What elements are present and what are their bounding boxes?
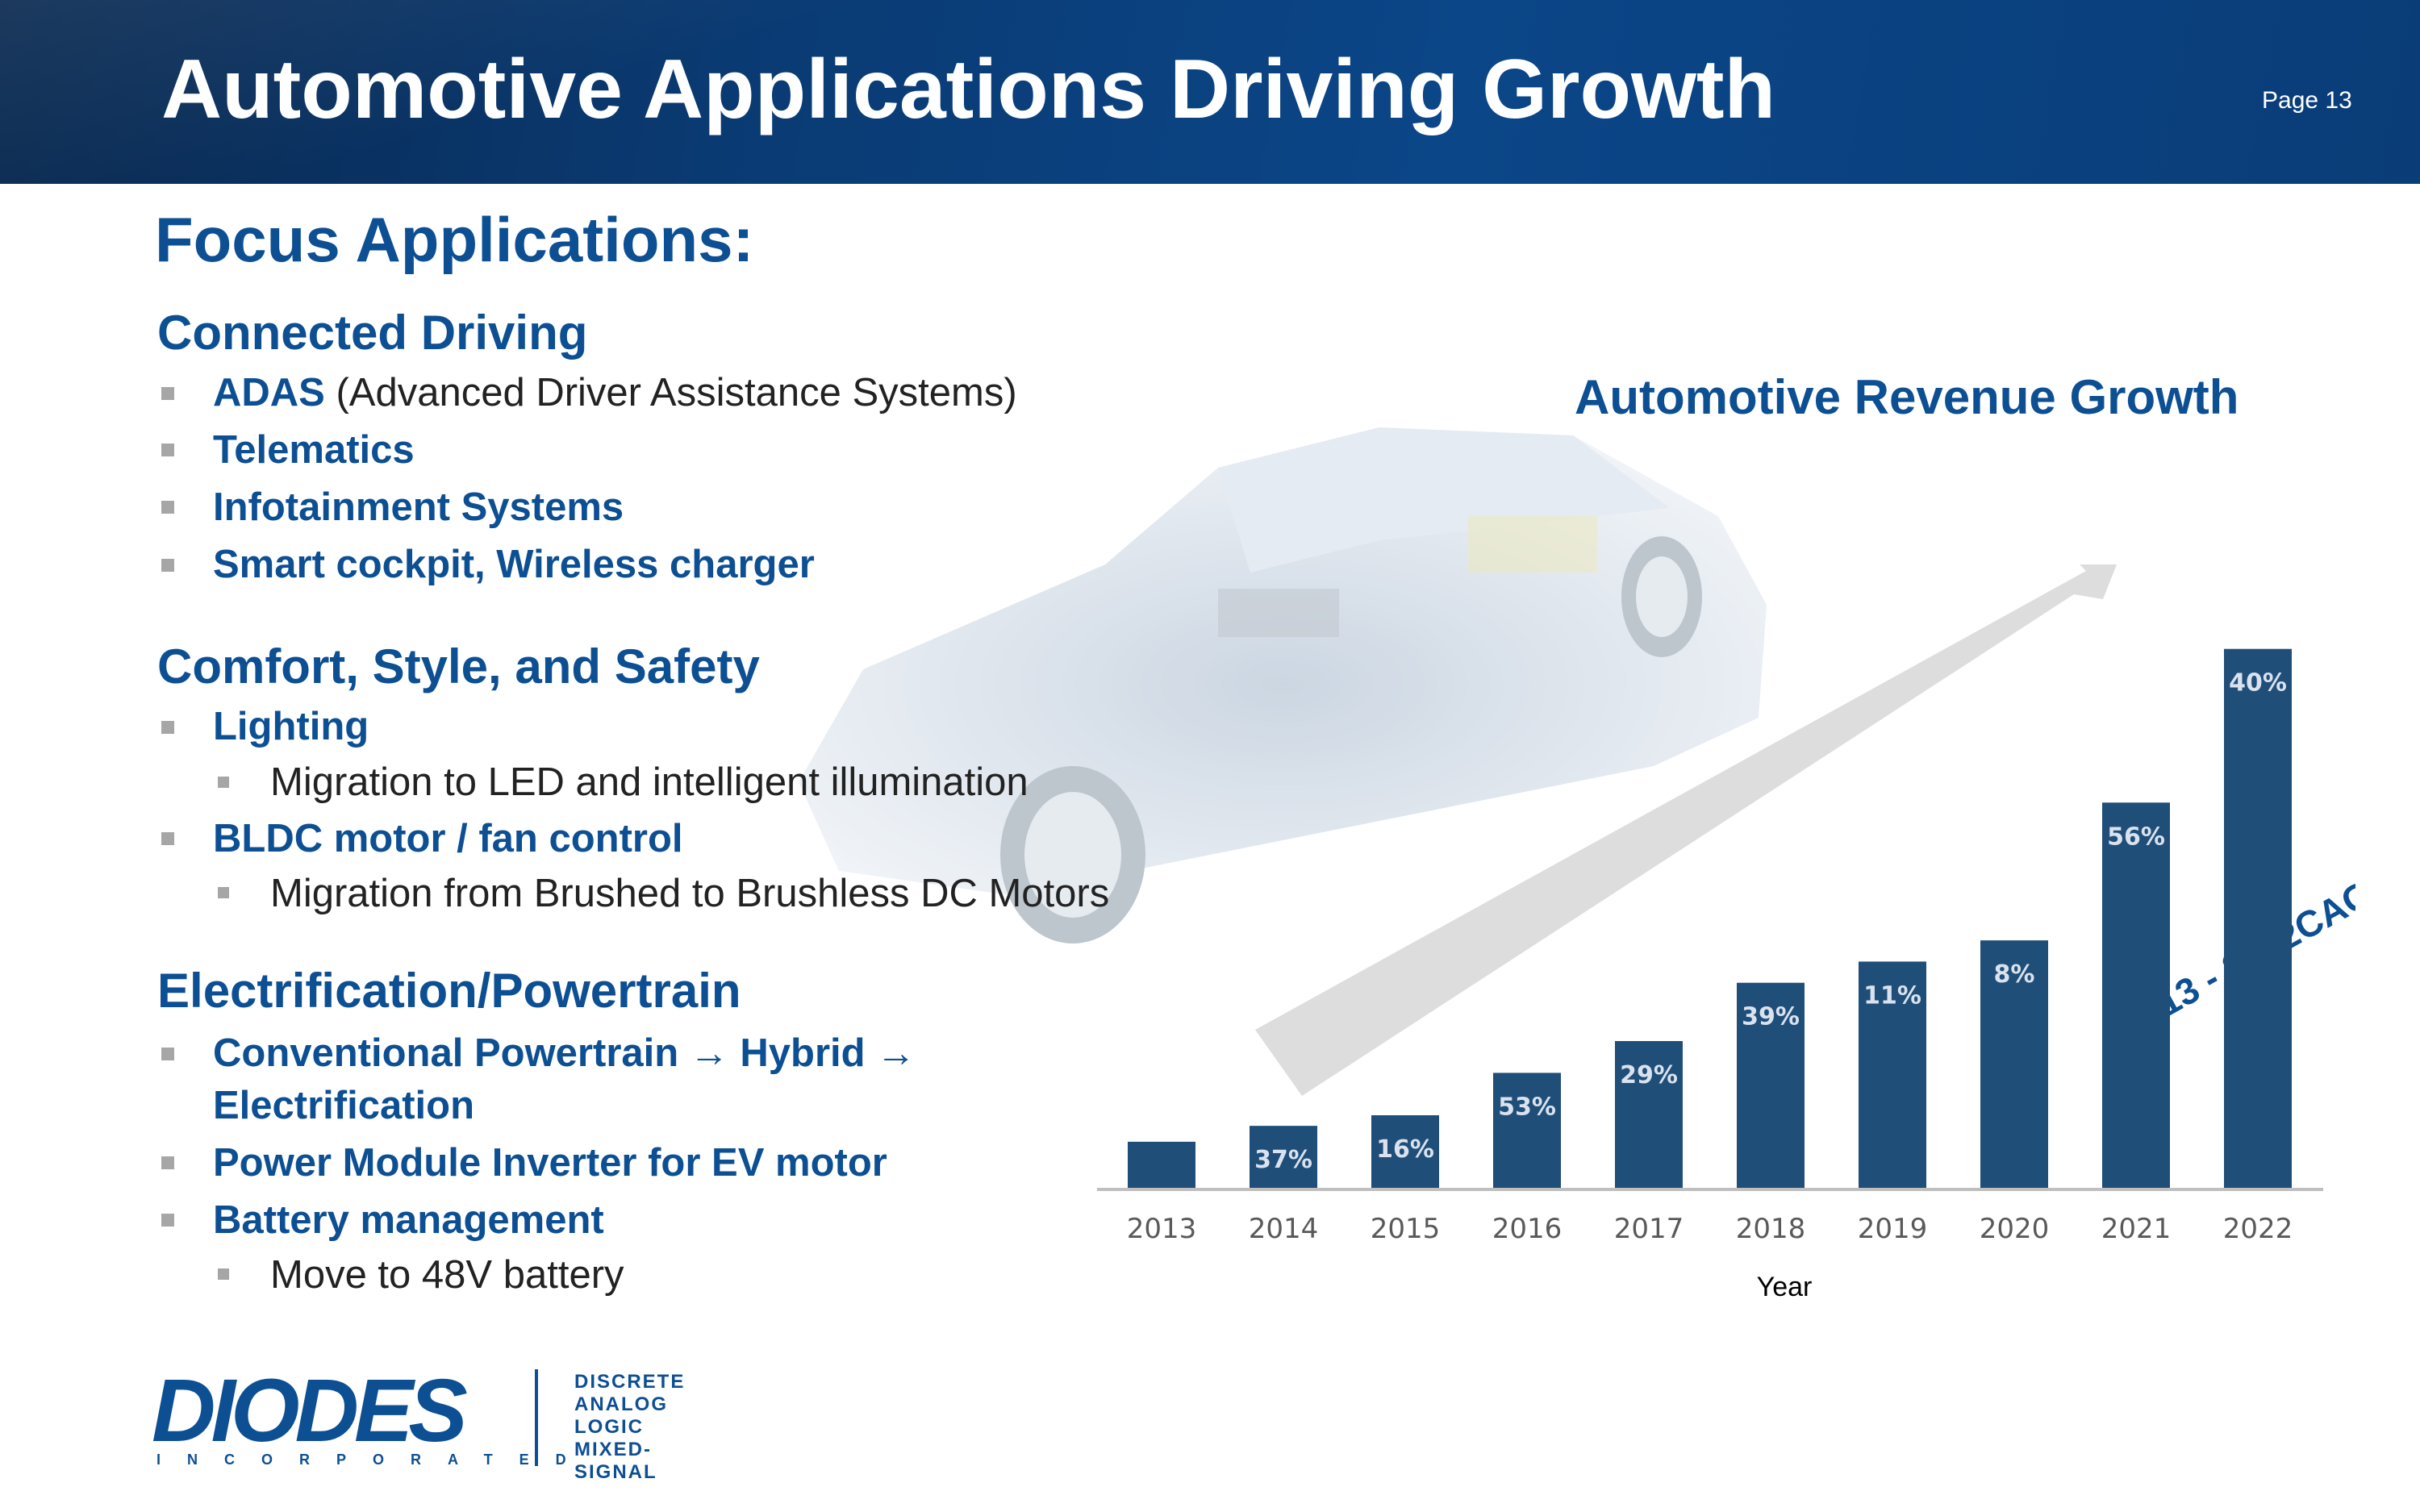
x-tick-2013: 2013 <box>1127 1213 1197 1245</box>
bar-label-2018: 39% <box>1742 1003 1800 1031</box>
bullet-icon <box>218 887 229 898</box>
bullet-icon <box>161 721 174 734</box>
logo-tag: ANALOG <box>574 1393 668 1415</box>
section-comfort-style-safety: Comfort, Style, and Safety <box>157 639 760 694</box>
header-banner: Automotive Applications Driving Growth P… <box>0 0 2420 184</box>
item-telematics: Telematics <box>213 428 415 472</box>
item-smart-cockpit: Smart cockpit, Wireless charger <box>213 543 815 586</box>
item-powertrain-line2: Electrification <box>213 1084 475 1127</box>
bar-2021 <box>2102 802 2170 1189</box>
x-tick-2017: 2017 <box>1614 1213 1684 1245</box>
logo-tags: DISCRETE ANALOG LOGIC MIXED-SIGNAL <box>574 1371 685 1484</box>
logo-subtitle: INCORPORATED <box>156 1452 593 1468</box>
bullet-icon <box>161 444 174 456</box>
item-lighting: Lighting <box>213 705 369 748</box>
bar-2015 <box>1371 1115 1439 1189</box>
bar-2022 <box>2224 648 2292 1189</box>
bar-2019 <box>1859 961 1926 1189</box>
bullet-icon <box>218 777 229 788</box>
bar-label-2017: 29% <box>1620 1061 1678 1089</box>
bullet-icon <box>218 1268 229 1280</box>
slide-title: Automotive Applications Driving Growth <box>161 43 1776 136</box>
revenue-growth-chart: 2013 - 2022CAGR: 31% 37%16%53%29%39%11%8… <box>1097 564 2355 1302</box>
x-axis-label: Year <box>1757 1272 1813 1302</box>
x-tick-2019: 2019 <box>1858 1213 1928 1245</box>
bullet-icon <box>161 501 174 514</box>
bar-label-2019: 11% <box>1863 981 1921 1010</box>
x-tick-2015: 2015 <box>1371 1213 1441 1245</box>
x-tick-2016: 2016 <box>1492 1213 1563 1245</box>
item-powertrain-line1: Conventional Powertrain → Hybrid → <box>213 1031 916 1075</box>
item-lighting-sub: Migration to LED and intelligent illumin… <box>270 760 1028 804</box>
x-tick-2020: 2020 <box>1980 1213 2050 1245</box>
focus-applications-heading: Focus Applications: <box>155 204 754 275</box>
section-electrification-powertrain: Electrification/Powertrain <box>157 964 741 1018</box>
item-bldc-sub: Migration from Brushed to Brushless DC M… <box>270 872 1110 915</box>
bar-2017 <box>1615 1041 1683 1189</box>
chart-title: Automotive Revenue Growth <box>1575 370 2239 424</box>
bar-label-2016: 53% <box>1498 1093 1556 1121</box>
logo-wordmark: DIODES <box>152 1361 468 1460</box>
bar-label-2014: 37% <box>1254 1146 1312 1174</box>
bullet-icon <box>161 559 174 572</box>
item-battery: Battery management <box>213 1198 604 1242</box>
bar-label-2020: 8% <box>1994 960 2035 989</box>
item-bldc: BLDC motor / fan control <box>213 817 683 860</box>
car-illustration <box>799 427 1767 943</box>
bar-2016 <box>1493 1073 1561 1189</box>
page-number: Page 13 <box>2262 87 2352 114</box>
bar-label-2015: 16% <box>1376 1135 1434 1164</box>
logo-divider <box>535 1369 538 1466</box>
item-adas-description: (Advanced Driver Assistance Systems) <box>324 371 1017 414</box>
bar-2014 <box>1250 1126 1317 1189</box>
bullet-icon <box>161 832 174 845</box>
logo-tag: DISCRETE <box>574 1371 686 1393</box>
section-connected-driving: Connected Driving <box>157 306 588 360</box>
item-adas-label: ADAS <box>213 371 325 414</box>
item-battery-sub: Move to 48V battery <box>270 1253 624 1297</box>
item-infotainment: Infotainment Systems <box>213 485 624 529</box>
x-tick-2018: 2018 <box>1736 1213 1806 1245</box>
bullet-icon <box>161 1214 174 1227</box>
bullet-icon <box>161 387 174 400</box>
logo-tag: LOGIC <box>574 1416 644 1438</box>
bullet-icon <box>161 1156 174 1169</box>
bar-label-2022: 40% <box>2229 669 2287 698</box>
bar-2020 <box>1980 940 2048 1189</box>
x-tick-2022: 2022 <box>2223 1213 2293 1245</box>
bar-2013 <box>1128 1141 1195 1189</box>
cagr-arrow <box>1255 564 2117 1096</box>
x-tick-2021: 2021 <box>2101 1213 2172 1245</box>
x-tick-2014: 2014 <box>1249 1213 1319 1245</box>
logo-tag: MIXED-SIGNAL <box>574 1439 657 1483</box>
bullet-icon <box>161 1048 174 1060</box>
item-adas: ADAS (Advanced Driver Assistance Systems… <box>213 367 1017 419</box>
bar-2018 <box>1737 982 1805 1189</box>
bar-label-2021: 56% <box>2107 823 2165 851</box>
item-inverter: Power Module Inverter for EV motor <box>213 1141 887 1185</box>
